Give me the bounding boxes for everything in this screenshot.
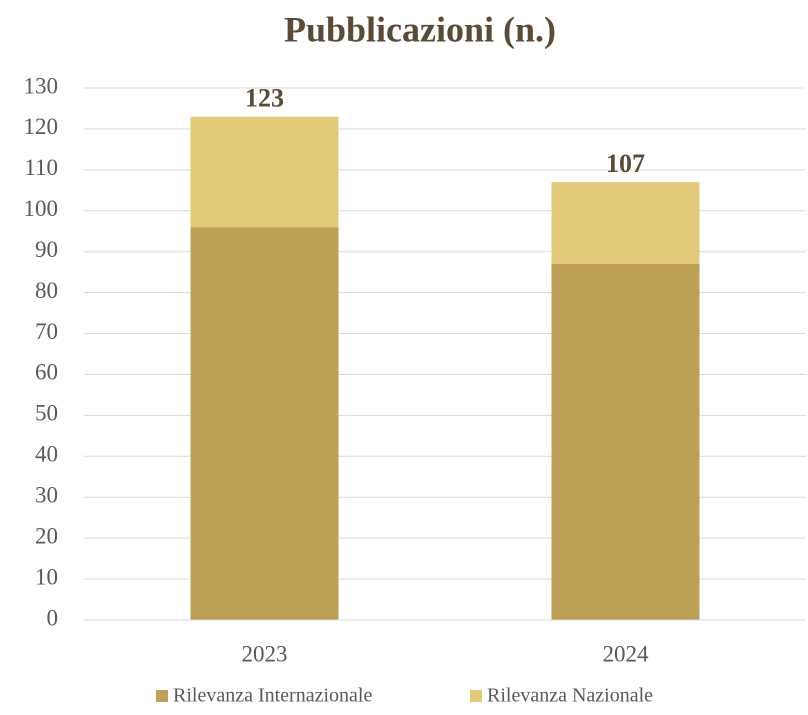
y-tick-label: 50 [35, 401, 58, 426]
total-label: 123 [245, 84, 284, 113]
y-tick-label: 10 [35, 564, 58, 589]
y-tick-label: 80 [35, 278, 58, 303]
y-tick-label: 130 [24, 73, 59, 98]
y-tick-label: 120 [24, 114, 59, 139]
y-tick-label: 90 [35, 237, 58, 262]
y-tick-label: 110 [24, 155, 58, 180]
legend-swatch [156, 690, 168, 702]
y-tick-label: 70 [35, 319, 58, 344]
x-tick-label: 2023 [242, 641, 288, 666]
bar-segment [551, 182, 700, 264]
total-label: 107 [606, 149, 645, 178]
bar-segment [190, 227, 339, 620]
y-tick-label: 30 [35, 483, 58, 508]
y-tick-label: 60 [35, 360, 58, 385]
chart-title: Pubblicazioni (n.) [284, 9, 556, 49]
y-tick-label: 100 [24, 196, 59, 221]
x-tick-label: 2024 [603, 641, 650, 666]
legend-swatch [470, 690, 482, 702]
y-tick-label: 40 [35, 442, 58, 467]
legend-label: Rilevanza Internazionale [173, 685, 372, 707]
y-tick-label: 0 [47, 605, 59, 630]
bar-segment [551, 263, 700, 620]
y-tick-label: 20 [35, 523, 58, 548]
bar-segment [190, 116, 339, 228]
legend-label: Rilevanza Nazionale [487, 685, 653, 707]
